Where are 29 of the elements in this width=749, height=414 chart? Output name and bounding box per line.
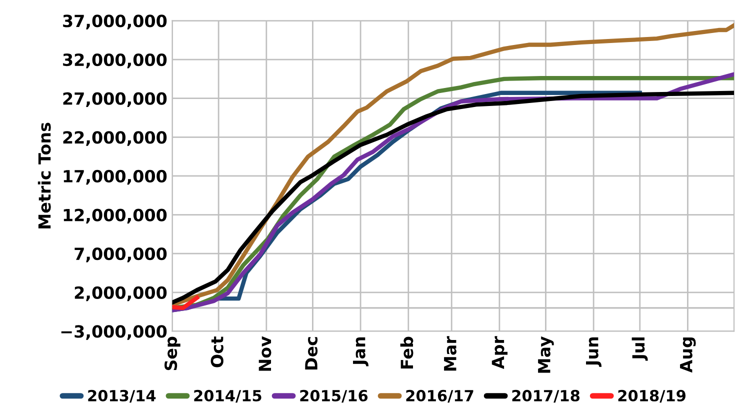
x-tick-label: May [538, 336, 554, 373]
y-tick-label: 22,000,000 [63, 131, 167, 146]
y-tick-label: 32,000,000 [63, 53, 167, 68]
x-tick-label: Apr [492, 336, 508, 370]
x-tick-label: Oct [210, 336, 224, 368]
x-tick-label: Dec [305, 337, 318, 370]
legend-label: 2015/16 [300, 390, 368, 403]
y-tick-label: 12,000,000 [64, 208, 167, 224]
line-series [172, 23, 734, 307]
y-tick-label: 7,000,000 [74, 248, 167, 262]
x-tick-label: Aug [680, 337, 696, 373]
y-tick-label: 17,000,000 [64, 170, 167, 185]
legend-label: 2016/17 [406, 390, 474, 403]
y-tick-label: 37,000,000 [63, 14, 167, 30]
x-tick-label: Feb [400, 336, 414, 368]
x-tick-label: Nov [258, 336, 272, 371]
x-tick-label: Jun [586, 337, 602, 367]
legend-label: 2017/18 [512, 390, 580, 403]
y-axis-title: Metric Tons [38, 122, 51, 228]
legend-label: 2013/14 [88, 390, 156, 403]
x-tick-label: Jul [632, 337, 648, 361]
x-tick-label: Mar [444, 336, 456, 371]
y-tick-label: −3,000,000 [61, 325, 167, 340]
legend-label: 2018/19 [618, 390, 686, 403]
legend-label: 2014/15 [194, 390, 262, 403]
y-tick-label: 27,000,000 [63, 92, 167, 108]
x-tick-label: Sep [164, 336, 180, 370]
x-tick-label: Jan [352, 337, 368, 366]
y-tick-label: 2,000,000 [74, 286, 167, 302]
